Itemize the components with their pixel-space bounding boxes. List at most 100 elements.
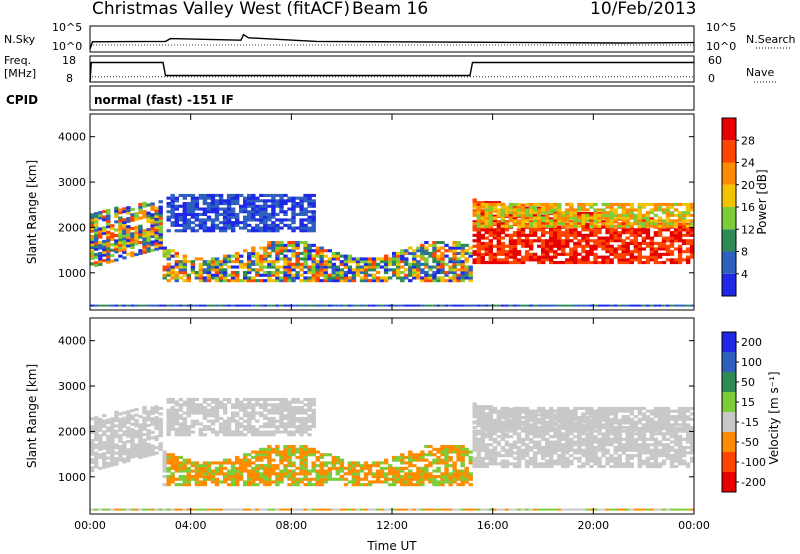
heatmap-cell bbox=[541, 437, 546, 441]
heatmap-cell bbox=[142, 242, 147, 246]
heatmap-cell bbox=[452, 445, 457, 449]
heatmap-cell bbox=[170, 453, 175, 457]
heatmap-cell bbox=[460, 447, 465, 451]
heatmap-cell bbox=[275, 218, 280, 222]
heatmap-cell bbox=[673, 239, 679, 243]
heatmap-cell bbox=[267, 271, 272, 275]
heatmap-cell bbox=[275, 483, 280, 487]
heatmap-cell bbox=[331, 464, 336, 468]
heatmap-cell bbox=[194, 475, 200, 479]
heatmap-cell bbox=[351, 276, 357, 280]
heatmap-cell bbox=[130, 218, 135, 222]
heatmap-cell bbox=[585, 219, 590, 223]
heatmap-cell bbox=[230, 196, 236, 200]
heatmap-cell bbox=[524, 423, 530, 427]
heatmap-cell bbox=[456, 304, 461, 307]
heatmap-cell bbox=[102, 443, 107, 447]
heatmap-cell bbox=[472, 465, 477, 469]
heatmap-cell bbox=[569, 409, 574, 413]
heatmap-cell bbox=[279, 411, 284, 415]
heatmap-cell bbox=[295, 273, 300, 277]
heatmap-cell bbox=[653, 304, 658, 307]
heatmap-cell bbox=[263, 469, 268, 473]
heatmap-cell bbox=[174, 212, 179, 216]
heatmap-cell bbox=[291, 508, 296, 511]
heatmap-cell bbox=[480, 443, 485, 447]
heatmap-cell bbox=[557, 418, 562, 422]
colorbar-segment bbox=[722, 140, 736, 163]
heatmap-cell bbox=[275, 202, 280, 206]
heatmap-cell bbox=[573, 211, 578, 215]
heatmap-cell bbox=[247, 458, 252, 462]
heatmap-cell bbox=[496, 228, 502, 232]
heatmap-cell bbox=[214, 304, 219, 307]
heatmap-cell bbox=[154, 446, 159, 450]
heatmap-cell bbox=[235, 475, 240, 479]
heatmap-cell bbox=[545, 426, 550, 430]
heatmap-cell bbox=[625, 211, 630, 215]
heatmap-cell bbox=[561, 250, 566, 254]
heatmap-cell bbox=[359, 508, 364, 511]
heatmap-cell bbox=[150, 226, 155, 230]
heatmap-cell bbox=[154, 408, 159, 412]
heatmap-cell bbox=[303, 430, 308, 434]
heatmap-cell bbox=[235, 397, 240, 401]
heatmap-cell bbox=[283, 223, 288, 227]
heatmap-cell bbox=[174, 304, 179, 307]
heatmap-cell bbox=[267, 223, 272, 227]
heatmap-cell bbox=[496, 258, 502, 262]
heatmap-cell bbox=[645, 222, 651, 226]
heatmap-cell bbox=[267, 254, 272, 258]
heatmap-cell bbox=[299, 204, 304, 208]
heatmap-cell bbox=[516, 250, 522, 254]
heatmap-cell bbox=[230, 472, 236, 476]
heatmap-cell bbox=[609, 228, 614, 232]
heatmap-cell bbox=[677, 202, 683, 206]
heatmap-cell bbox=[323, 508, 328, 511]
heatmap-cell bbox=[271, 273, 276, 277]
heatmap-cell bbox=[271, 221, 276, 225]
nsky-label: N.Sky bbox=[4, 33, 36, 46]
heatmap-cell bbox=[460, 273, 465, 277]
heatmap-cell bbox=[206, 265, 212, 269]
heatmap-cell bbox=[557, 239, 562, 243]
heatmap-cell bbox=[593, 462, 598, 466]
heatmap-cell bbox=[665, 239, 671, 243]
heatmap-cell bbox=[118, 230, 123, 234]
heatmap-cell bbox=[621, 219, 626, 223]
heatmap-cell bbox=[263, 229, 268, 233]
heatmap-cell bbox=[641, 247, 647, 251]
heatmap-cell bbox=[625, 247, 630, 251]
heatmap-cell bbox=[198, 472, 204, 476]
heatmap-cell bbox=[605, 304, 610, 307]
heatmap-cell bbox=[255, 212, 260, 216]
heatmap-cell bbox=[243, 196, 248, 200]
heatmap-cell bbox=[476, 508, 481, 511]
heatmap-cell bbox=[198, 475, 204, 479]
heatmap-cell bbox=[516, 239, 522, 243]
heatmap-cell bbox=[448, 279, 453, 283]
heatmap-cell bbox=[198, 430, 204, 434]
heatmap-cell bbox=[545, 423, 550, 427]
heatmap-cell bbox=[134, 454, 139, 458]
heatmap-cell bbox=[516, 508, 521, 511]
heatmap-cell bbox=[609, 423, 614, 427]
heatmap-cell bbox=[645, 261, 651, 265]
heatmap-cell bbox=[690, 224, 695, 228]
heatmap-cell bbox=[130, 414, 135, 418]
heatmap-cell bbox=[460, 469, 465, 473]
heatmap-cell bbox=[561, 448, 566, 452]
heatmap-cell bbox=[311, 226, 316, 230]
heatmap-cell bbox=[259, 260, 264, 264]
heatmap-cell bbox=[174, 223, 179, 227]
heatmap-cell bbox=[247, 427, 252, 431]
heatmap-cell bbox=[198, 193, 204, 197]
heatmap-cell bbox=[577, 231, 582, 235]
heatmap-cell bbox=[162, 464, 167, 468]
heatmap-cell bbox=[613, 252, 618, 256]
heatmap-cell bbox=[126, 451, 131, 455]
heatmap-cell bbox=[271, 279, 276, 283]
velocity-heatmap-cells bbox=[90, 397, 695, 511]
heatmap-cell bbox=[110, 508, 115, 511]
heatmap-cell bbox=[637, 216, 642, 220]
